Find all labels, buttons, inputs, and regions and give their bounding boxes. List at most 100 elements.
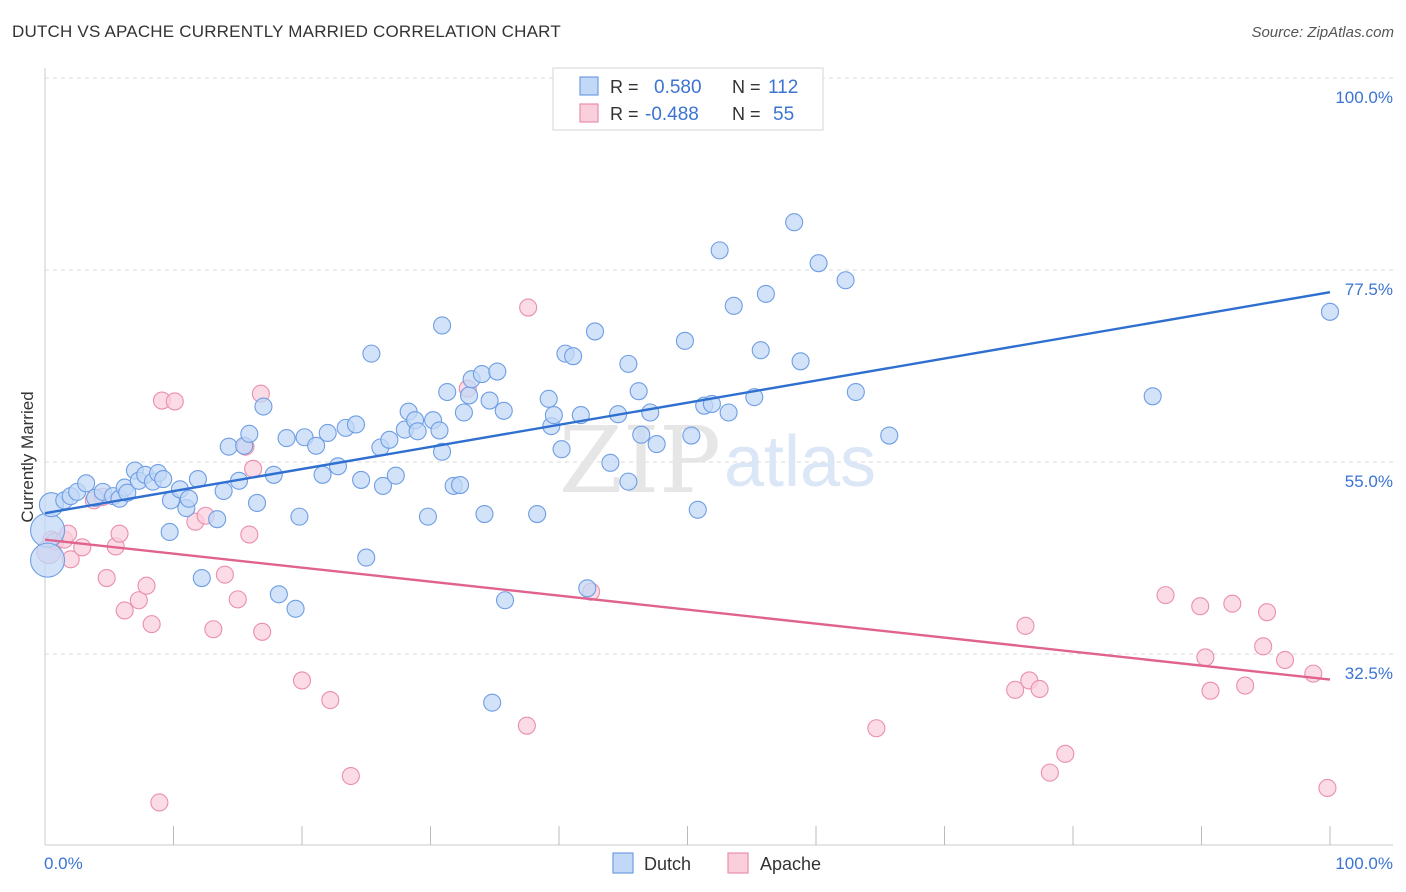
dutch-point: [430, 421, 449, 440]
apache-point: [115, 601, 134, 620]
dutch-point: [629, 382, 648, 401]
legend-swatch-dutch: [579, 76, 599, 96]
apache-point: [292, 671, 312, 690]
dutch-point: [373, 476, 393, 495]
y-tick-labels: 32.5% 55.0% 77.5% 100.0%: [1335, 88, 1393, 683]
dutch-point: [433, 316, 452, 335]
apache-point: [1156, 586, 1175, 605]
apache-point: [1254, 637, 1273, 656]
dutch-point: [254, 397, 273, 416]
dutch-point: [318, 423, 337, 443]
dutch-point: [682, 426, 701, 445]
dutch-point: [328, 457, 348, 476]
apache-point: [215, 565, 234, 584]
dutch-point: [386, 466, 405, 485]
x-tick-label-max: 100.0%: [1335, 854, 1393, 873]
dutch-point: [552, 440, 571, 459]
apache-point: [240, 525, 259, 544]
dutch-point: [880, 426, 899, 445]
series-legend: Dutch Apache: [612, 852, 821, 874]
legend-r-value-dutch: 0.580: [654, 77, 702, 98]
dutch-point: [539, 389, 558, 408]
apache-point: [1236, 676, 1255, 695]
dutch-point: [179, 489, 198, 508]
dutch-point: [247, 493, 267, 513]
dutch-point: [791, 352, 810, 371]
y-axis-label: Currently Married: [18, 391, 37, 522]
dutch-point: [675, 331, 694, 350]
apache-point: [150, 793, 169, 812]
dutch-point: [710, 241, 729, 260]
dutch-point: [208, 510, 227, 529]
dutch-point: [307, 436, 326, 455]
apache-point: [1223, 594, 1242, 613]
dutch-point: [494, 401, 513, 420]
dutch-point: [480, 391, 499, 410]
apache-point: [341, 766, 360, 786]
dutch-point: [277, 429, 296, 448]
dutch-point: [495, 591, 515, 610]
dutch-point: [454, 403, 473, 422]
dutch-point: [418, 507, 437, 526]
apache-point: [73, 538, 92, 557]
apache-point: [165, 392, 184, 411]
apache-point: [1275, 650, 1295, 670]
apache-point: [228, 590, 247, 609]
x-axis-ticks: [173, 826, 1331, 845]
dutch-point: [578, 579, 597, 598]
dutch-point: [1143, 387, 1162, 406]
dutch-point: [809, 254, 828, 273]
watermark-atlas: atlas: [724, 422, 876, 502]
apache-point: [519, 298, 538, 317]
apache-point: [1030, 679, 1049, 699]
bottom-legend-label-apache: Apache: [760, 854, 821, 874]
dutch-point: [459, 386, 479, 405]
legend-n-label-dutch: N =: [732, 77, 761, 97]
apache-point: [129, 591, 148, 610]
dutch-point: [724, 296, 743, 315]
bottom-legend-swatch-apache: [727, 852, 749, 874]
dutch-point: [192, 569, 211, 588]
dutch-point: [632, 425, 651, 444]
dutch-point: [647, 435, 666, 454]
dutch-point: [30, 542, 66, 578]
dutch-point: [160, 522, 179, 542]
legend-n-value-dutch: 112: [768, 77, 798, 98]
dutch-point: [846, 382, 865, 402]
dutch-point: [362, 344, 381, 363]
legend-r-value-apache: -0.488: [645, 104, 699, 125]
legend-swatch-apache: [579, 103, 599, 123]
dutch-point: [785, 213, 804, 232]
apache-point: [1040, 763, 1059, 782]
y-tick-label: 32.5%: [1345, 664, 1393, 683]
dutch-point: [528, 505, 547, 524]
dutch-point: [564, 347, 583, 366]
apache-point: [1201, 681, 1220, 700]
dutch-point: [352, 470, 371, 489]
apache-point: [1318, 778, 1337, 798]
y-tick-label: 55.0%: [1345, 472, 1393, 491]
apache-point: [1257, 603, 1277, 622]
dutch-point: [544, 406, 563, 425]
y-tick-label: 77.5%: [1345, 280, 1393, 299]
watermark: ZIP atlas: [559, 407, 876, 514]
dutch-point: [619, 472, 638, 491]
apache-point: [867, 719, 886, 738]
dutch-point: [475, 505, 494, 524]
apache-point: [137, 576, 156, 595]
apache-point: [1196, 648, 1215, 667]
bottom-legend-label-dutch: Dutch: [644, 854, 691, 874]
dutch-point: [751, 341, 770, 360]
dutch-point: [286, 599, 305, 618]
apache-point: [1016, 616, 1035, 635]
apache-trend-line: [44, 538, 1331, 681]
dutch-point: [483, 693, 502, 712]
dutch-point: [585, 322, 605, 341]
watermark-zip: ZIP: [559, 407, 721, 514]
apache-point: [1056, 744, 1075, 763]
dutch-point: [488, 362, 507, 381]
legend-n-label-apache: N =: [732, 104, 761, 124]
legend-r-label-dutch: R =: [610, 77, 639, 97]
dutch-point: [836, 271, 855, 290]
